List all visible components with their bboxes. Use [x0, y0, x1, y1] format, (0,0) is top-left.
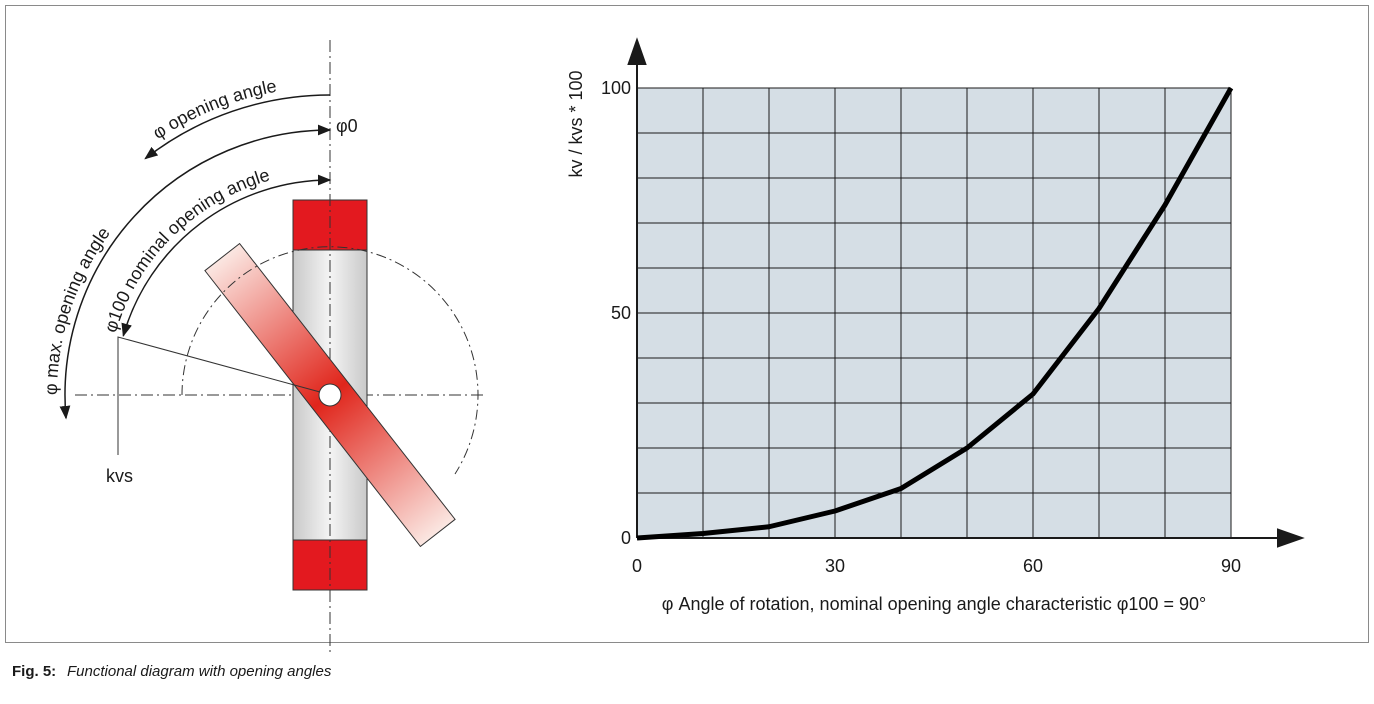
x-axis-label: φ Angle of rotation, nominal opening ang… — [662, 594, 1206, 614]
phi0-label: φ0 — [336, 116, 358, 136]
arc-label-text: φ max. opening angle — [41, 223, 114, 395]
frame — [5, 5, 1369, 643]
series-line — [636, 86, 1234, 541]
valve-diagram — [75, 40, 485, 655]
x-tick-label: 30 — [825, 556, 845, 576]
kvs-label: kvs — [106, 466, 133, 486]
x-tick-label: 0 — [632, 556, 642, 576]
shaft — [318, 383, 342, 407]
figure-caption: Functional diagram with opening angles — [67, 663, 332, 680]
y-axis-label: kv / kvs * 100 — [566, 70, 586, 177]
figure-label: Fig. 5: — [12, 663, 56, 680]
x-tick-label: 60 — [1023, 556, 1043, 576]
arrow-arc — [121, 174, 332, 338]
arc-label-text: φ opening angle — [149, 76, 278, 143]
arc-label: φ opening angle — [149, 76, 278, 143]
y-tick-label: 50 — [611, 303, 631, 323]
x-tick-label: 90 — [1221, 556, 1241, 576]
arc-label: φ max. opening angle — [41, 223, 114, 395]
y-tick-label: 0 — [621, 528, 631, 548]
y-tick-label: 100 — [601, 78, 631, 98]
